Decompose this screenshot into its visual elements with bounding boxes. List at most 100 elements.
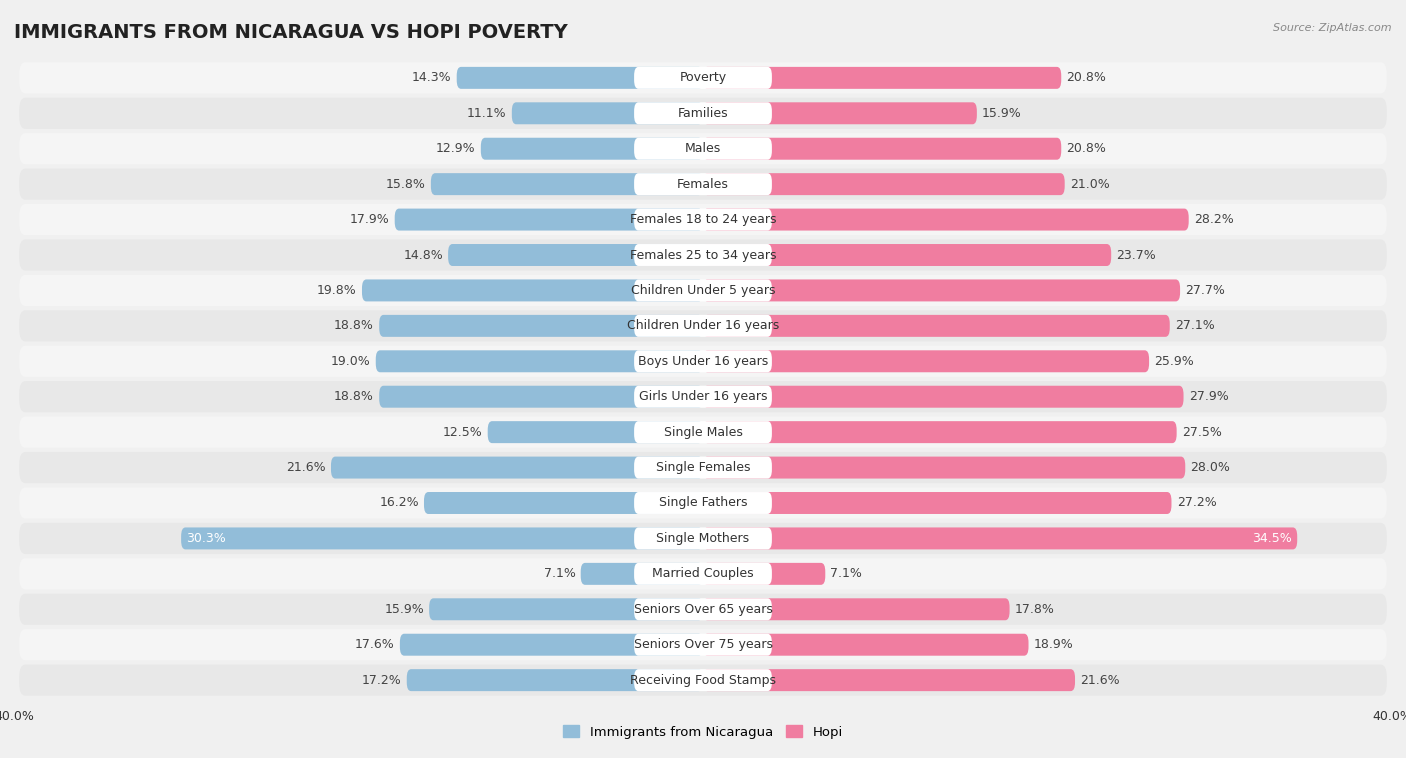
FancyBboxPatch shape bbox=[512, 102, 703, 124]
Text: Seniors Over 65 years: Seniors Over 65 years bbox=[634, 603, 772, 615]
FancyBboxPatch shape bbox=[634, 315, 772, 337]
FancyBboxPatch shape bbox=[634, 280, 772, 302]
FancyBboxPatch shape bbox=[488, 421, 703, 443]
Text: 15.8%: 15.8% bbox=[385, 177, 426, 191]
Text: IMMIGRANTS FROM NICARAGUA VS HOPI POVERTY: IMMIGRANTS FROM NICARAGUA VS HOPI POVERT… bbox=[14, 23, 568, 42]
Text: Single Females: Single Females bbox=[655, 461, 751, 474]
Text: 23.7%: 23.7% bbox=[1116, 249, 1156, 262]
FancyBboxPatch shape bbox=[634, 528, 772, 550]
FancyBboxPatch shape bbox=[703, 386, 1184, 408]
Text: 18.8%: 18.8% bbox=[335, 319, 374, 332]
FancyBboxPatch shape bbox=[20, 487, 1386, 518]
FancyBboxPatch shape bbox=[634, 67, 772, 89]
Text: Children Under 5 years: Children Under 5 years bbox=[631, 284, 775, 297]
Text: Seniors Over 75 years: Seniors Over 75 years bbox=[634, 638, 772, 651]
FancyBboxPatch shape bbox=[703, 67, 1062, 89]
Text: Single Fathers: Single Fathers bbox=[659, 496, 747, 509]
Text: Boys Under 16 years: Boys Under 16 years bbox=[638, 355, 768, 368]
FancyBboxPatch shape bbox=[20, 629, 1386, 660]
FancyBboxPatch shape bbox=[634, 244, 772, 266]
Text: 7.1%: 7.1% bbox=[544, 567, 575, 581]
FancyBboxPatch shape bbox=[481, 138, 703, 160]
FancyBboxPatch shape bbox=[703, 598, 1010, 620]
FancyBboxPatch shape bbox=[703, 138, 1062, 160]
Text: 15.9%: 15.9% bbox=[981, 107, 1022, 120]
Text: 7.1%: 7.1% bbox=[831, 567, 862, 581]
Text: 20.8%: 20.8% bbox=[1066, 71, 1107, 84]
Text: Females 18 to 24 years: Females 18 to 24 years bbox=[630, 213, 776, 226]
Text: 21.6%: 21.6% bbox=[1080, 674, 1119, 687]
FancyBboxPatch shape bbox=[380, 315, 703, 337]
FancyBboxPatch shape bbox=[20, 62, 1386, 93]
Text: 16.2%: 16.2% bbox=[380, 496, 419, 509]
FancyBboxPatch shape bbox=[20, 204, 1386, 235]
FancyBboxPatch shape bbox=[380, 386, 703, 408]
FancyBboxPatch shape bbox=[20, 98, 1386, 129]
FancyBboxPatch shape bbox=[430, 173, 703, 195]
Text: 27.7%: 27.7% bbox=[1185, 284, 1225, 297]
FancyBboxPatch shape bbox=[20, 133, 1386, 164]
FancyBboxPatch shape bbox=[703, 102, 977, 124]
Text: 27.2%: 27.2% bbox=[1177, 496, 1216, 509]
Text: 19.0%: 19.0% bbox=[330, 355, 371, 368]
FancyBboxPatch shape bbox=[20, 275, 1386, 306]
FancyBboxPatch shape bbox=[20, 346, 1386, 377]
FancyBboxPatch shape bbox=[634, 421, 772, 443]
FancyBboxPatch shape bbox=[425, 492, 703, 514]
Text: Females 25 to 34 years: Females 25 to 34 years bbox=[630, 249, 776, 262]
FancyBboxPatch shape bbox=[395, 208, 703, 230]
FancyBboxPatch shape bbox=[703, 244, 1111, 266]
Text: 11.1%: 11.1% bbox=[467, 107, 506, 120]
FancyBboxPatch shape bbox=[20, 523, 1386, 554]
FancyBboxPatch shape bbox=[703, 492, 1171, 514]
Text: Receiving Food Stamps: Receiving Food Stamps bbox=[630, 674, 776, 687]
Text: 18.8%: 18.8% bbox=[335, 390, 374, 403]
Text: 25.9%: 25.9% bbox=[1154, 355, 1194, 368]
FancyBboxPatch shape bbox=[330, 456, 703, 478]
Text: 14.8%: 14.8% bbox=[404, 249, 443, 262]
FancyBboxPatch shape bbox=[634, 102, 772, 124]
FancyBboxPatch shape bbox=[703, 208, 1188, 230]
FancyBboxPatch shape bbox=[181, 528, 703, 550]
FancyBboxPatch shape bbox=[406, 669, 703, 691]
FancyBboxPatch shape bbox=[703, 669, 1076, 691]
FancyBboxPatch shape bbox=[429, 598, 703, 620]
Text: 20.8%: 20.8% bbox=[1066, 143, 1107, 155]
Text: Single Mothers: Single Mothers bbox=[657, 532, 749, 545]
Text: 19.8%: 19.8% bbox=[318, 284, 357, 297]
FancyBboxPatch shape bbox=[703, 421, 1177, 443]
FancyBboxPatch shape bbox=[703, 528, 1298, 550]
Text: Families: Families bbox=[678, 107, 728, 120]
Text: 28.2%: 28.2% bbox=[1194, 213, 1233, 226]
FancyBboxPatch shape bbox=[703, 634, 1029, 656]
Text: 18.9%: 18.9% bbox=[1033, 638, 1073, 651]
Text: Females: Females bbox=[678, 177, 728, 191]
Legend: Immigrants from Nicaragua, Hopi: Immigrants from Nicaragua, Hopi bbox=[558, 720, 848, 744]
FancyBboxPatch shape bbox=[703, 456, 1185, 478]
Text: 17.9%: 17.9% bbox=[350, 213, 389, 226]
Text: Single Males: Single Males bbox=[664, 426, 742, 439]
Text: 17.8%: 17.8% bbox=[1015, 603, 1054, 615]
FancyBboxPatch shape bbox=[703, 563, 825, 585]
Text: 27.9%: 27.9% bbox=[1188, 390, 1229, 403]
Text: 17.2%: 17.2% bbox=[361, 674, 402, 687]
FancyBboxPatch shape bbox=[634, 350, 772, 372]
FancyBboxPatch shape bbox=[20, 168, 1386, 199]
FancyBboxPatch shape bbox=[634, 386, 772, 408]
Text: 21.6%: 21.6% bbox=[287, 461, 326, 474]
FancyBboxPatch shape bbox=[703, 315, 1170, 337]
FancyBboxPatch shape bbox=[634, 492, 772, 514]
FancyBboxPatch shape bbox=[20, 240, 1386, 271]
FancyBboxPatch shape bbox=[20, 310, 1386, 341]
Text: Males: Males bbox=[685, 143, 721, 155]
FancyBboxPatch shape bbox=[449, 244, 703, 266]
Text: 12.9%: 12.9% bbox=[436, 143, 475, 155]
FancyBboxPatch shape bbox=[375, 350, 703, 372]
Text: Children Under 16 years: Children Under 16 years bbox=[627, 319, 779, 332]
FancyBboxPatch shape bbox=[703, 173, 1064, 195]
FancyBboxPatch shape bbox=[703, 350, 1149, 372]
Text: Source: ZipAtlas.com: Source: ZipAtlas.com bbox=[1274, 23, 1392, 33]
FancyBboxPatch shape bbox=[581, 563, 703, 585]
Text: 12.5%: 12.5% bbox=[443, 426, 482, 439]
Text: 34.5%: 34.5% bbox=[1253, 532, 1292, 545]
